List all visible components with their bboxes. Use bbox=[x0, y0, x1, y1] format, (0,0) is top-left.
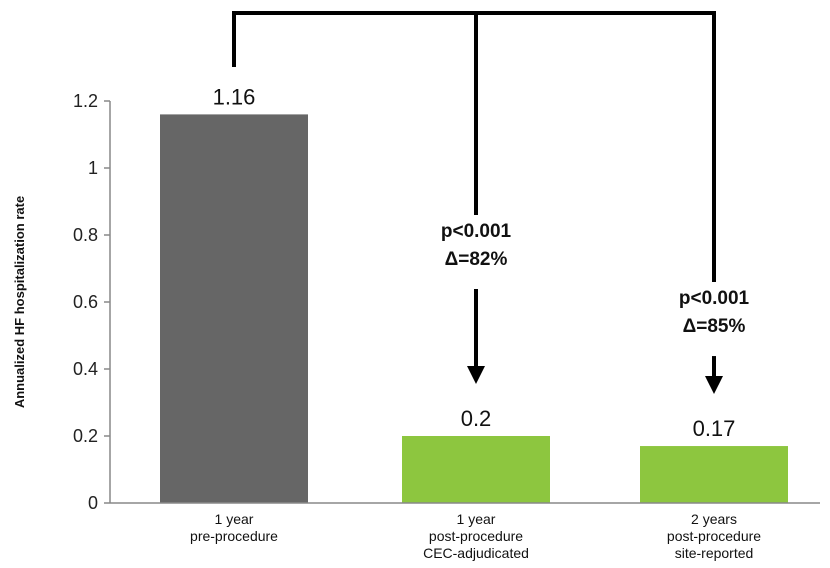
bar-3 bbox=[640, 446, 788, 503]
data-labels: 1.16 0.2 0.17 bbox=[213, 84, 736, 441]
y-tick-label: 1.2 bbox=[73, 91, 98, 111]
y-tick-label: 0 bbox=[88, 493, 98, 513]
category-labels: 1 year pre-procedure 1 year post-procedure C… bbox=[190, 511, 761, 561]
data-label-3: 0.17 bbox=[693, 416, 736, 441]
comparison-brackets: p<0.001 Δ=82% p<0.001 Δ=85% bbox=[232, 11, 750, 395]
annotation-2: p<0.001 Δ=85% bbox=[679, 288, 750, 337]
y-tick-label: 0.6 bbox=[73, 292, 98, 312]
category-label-2: 1 year post-procedure CEC-adjudicated bbox=[423, 511, 529, 561]
y-tick-label: 1 bbox=[88, 158, 98, 178]
arrow-head-1 bbox=[467, 366, 485, 384]
data-label-2: 0.2 bbox=[461, 406, 492, 431]
y-tick-label: 0.8 bbox=[73, 225, 98, 245]
y-axis-ticks: 0 0.2 0.4 0.6 0.8 1 1.2 bbox=[73, 91, 110, 513]
bars bbox=[160, 114, 788, 504]
data-label-1: 1.16 bbox=[213, 84, 256, 109]
y-axis-label: Annualized HF hospitalization rate bbox=[12, 196, 27, 408]
annotation-1: p<0.001 Δ=82% bbox=[441, 221, 512, 270]
bar-1 bbox=[160, 114, 308, 504]
category-label-3: 2 years post-procedure site-reported bbox=[667, 511, 761, 561]
category-label-1: 1 year pre-procedure bbox=[190, 511, 278, 544]
bar-2 bbox=[402, 436, 550, 503]
y-tick-label: 0.2 bbox=[73, 426, 98, 446]
arrow-head-2 bbox=[705, 376, 723, 395]
y-tick-label: 0.4 bbox=[73, 359, 98, 379]
